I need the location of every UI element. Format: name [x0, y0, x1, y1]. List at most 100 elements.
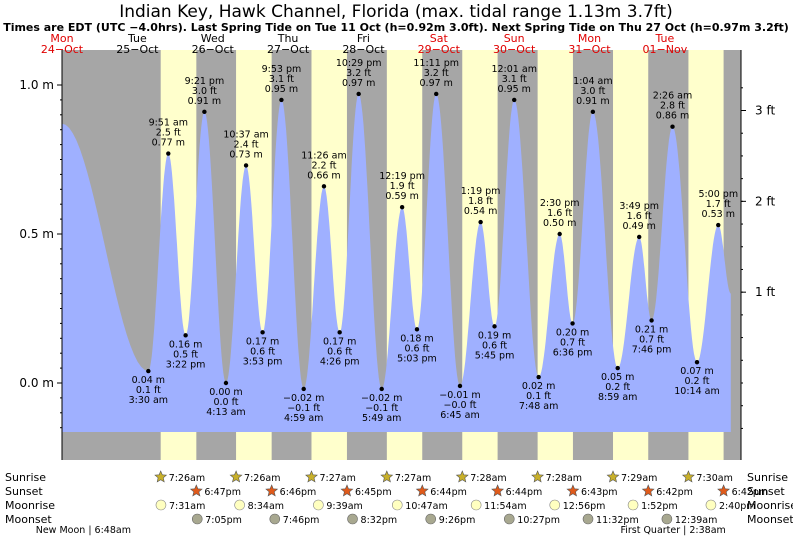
tide-point [414, 327, 420, 332]
tide-label: 3:30 am [129, 395, 168, 406]
tide-label: 0.2 ft [684, 376, 709, 387]
row-label-right-moonset: Moonset [747, 513, 793, 526]
day-date: 27−Oct [267, 43, 310, 56]
tide-point [434, 91, 439, 97]
tide-point [223, 380, 229, 386]
tide-label: 9:21 pm [185, 76, 225, 87]
day-name: Thu [277, 32, 299, 45]
tide-label: 10:14 am [674, 386, 719, 397]
tide-point [260, 330, 265, 335]
tide-point [337, 330, 342, 335]
tide-label: 0.86 m [656, 111, 689, 122]
right-tick-label: 1 ft [755, 285, 775, 299]
sunrise-time: 7:28am [470, 473, 506, 484]
sunrise-time: 7:26am [244, 473, 280, 484]
day-name: Mon [578, 32, 601, 45]
sunset-icon [415, 484, 429, 497]
moonset-time: 10:27pm [517, 515, 560, 526]
moonset-time: 12:39am [675, 515, 717, 526]
tide-label: 12:01 am [491, 64, 536, 75]
sunset-time: 6:47pm [204, 487, 241, 498]
tide-point [279, 97, 284, 103]
tide-label: 0.95 m [265, 84, 298, 95]
tide-label: 0.00 m [209, 387, 242, 398]
tide-point [243, 163, 249, 168]
tide-label: 2.4 ft [234, 139, 259, 150]
tide-label: 3.2 ft [424, 68, 449, 79]
day-date: 25−Oct [116, 43, 159, 56]
tide-point [716, 222, 721, 228]
sunrise-time: 7:26am [169, 473, 205, 484]
tide-label: 2.2 ft [311, 160, 336, 171]
moonset-icon [347, 513, 358, 525]
tide-label: 0.54 m [464, 206, 497, 217]
day-date: 26−Oct [192, 43, 235, 56]
moonrise-icon [313, 499, 324, 511]
moonset-icon [191, 513, 203, 525]
moonrise-icon [391, 499, 403, 511]
tide-label: 0.66 m [307, 170, 340, 181]
tide-label: 1.9 ft [390, 181, 415, 192]
tide-label: −0.01 m [439, 390, 480, 401]
tide-label: 3.2 ft [346, 68, 371, 79]
row-label-left-moonrise: Moonrise [5, 499, 55, 512]
moonset-time: 8:32pm [361, 515, 398, 526]
moonrise-icon [470, 499, 482, 511]
tide-label: 1:19 pm [461, 186, 501, 197]
sunset-icon [566, 484, 580, 497]
tide-label: 10:29 pm [336, 58, 382, 69]
day-name: Sun [504, 32, 525, 45]
tide-point [557, 231, 562, 237]
tide-label: 1.8 ft [468, 196, 493, 207]
tide-label: 6:45 am [440, 410, 479, 421]
tide-label: 0.5 ft [173, 349, 198, 360]
tide-label: −0.02 m [283, 393, 324, 404]
sunset-icon [189, 484, 203, 497]
day-name: Fri [357, 32, 370, 45]
day-date: 31−Oct [568, 43, 611, 56]
tide-label: 0.17 m [246, 336, 279, 347]
tide-label: 7:48 am [519, 401, 558, 412]
moonset-time: 7:46pm [283, 515, 320, 526]
sunrise-time: 7:28am [546, 473, 582, 484]
tide-point [636, 234, 642, 240]
left-tick-label: 0.0 m [19, 376, 54, 390]
tide-label: 1.7 ft [706, 199, 731, 210]
sunrise-icon [380, 470, 394, 483]
tide-point [166, 151, 171, 156]
sunrise-icon [229, 470, 243, 483]
tide-label: 0.04 m [132, 375, 165, 386]
tide-label: 0.21 m [635, 324, 668, 335]
tide-point [301, 386, 306, 392]
tide-label: 0.91 m [188, 96, 221, 107]
sunset-icon [340, 484, 354, 497]
tide-label: 0.53 m [702, 209, 735, 220]
tide-label: 2.5 ft [156, 128, 181, 139]
tide-label: 0.17 m [323, 336, 356, 347]
tide-label: −0.02 m [361, 393, 402, 404]
moonrise-icon [155, 499, 167, 511]
tide-label: 0.50 m [543, 218, 576, 229]
tide-label: 0.91 m [576, 96, 609, 107]
moonrise-time: 10:47am [405, 501, 447, 512]
sunset-icon [717, 484, 731, 497]
tide-label: 0.49 m [622, 221, 655, 232]
sunset-time: 6:43pm [581, 487, 618, 498]
tide-label: 7:46 pm [632, 344, 672, 355]
tide-label: 0.02 m [522, 381, 555, 392]
tide-label: 0.16 m [169, 339, 202, 350]
tide-label: 0.6 ft [482, 340, 507, 351]
row-label-left-sunset: Sunset [5, 485, 43, 498]
tide-point [590, 109, 596, 115]
tide-label: 1.6 ft [627, 211, 652, 222]
tide-point [146, 368, 151, 374]
row-label-right-sunset: Sunset [747, 485, 785, 498]
tide-label: 0.97 m [420, 78, 453, 89]
day-date: 29−Oct [418, 43, 461, 56]
sunrise-icon [531, 470, 545, 483]
tide-point [202, 109, 207, 115]
tide-label: 9:53 pm [262, 64, 302, 75]
sunset-time: 6:42pm [656, 487, 693, 498]
tide-label: 3.0 ft [580, 86, 605, 97]
